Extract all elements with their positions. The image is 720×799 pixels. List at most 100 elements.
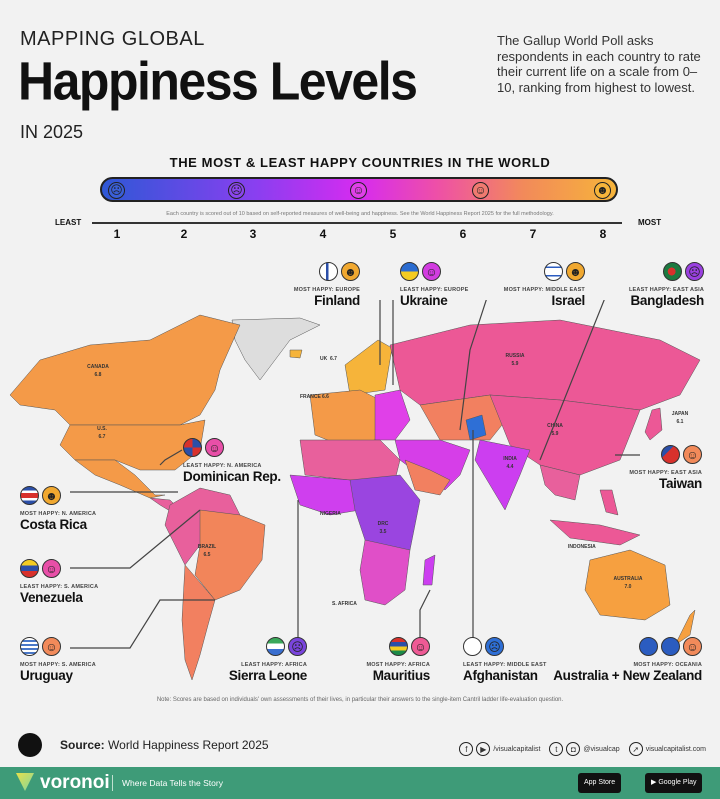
map-label-india: INDIA [503, 456, 517, 462]
tick: 2 [180, 227, 188, 241]
new-zealand [674, 609, 696, 646]
map-label-south-africa: S. AFRICA [332, 601, 357, 607]
costa-rica-flag-icon [20, 486, 39, 505]
very-sad-face-icon: ☹ [108, 182, 125, 199]
map-score-india: 4.4 [507, 464, 514, 470]
axis-arrow [92, 222, 622, 224]
mauritius-flag-icon [389, 637, 408, 656]
source: Source: World Happiness Report 2025 [60, 738, 269, 752]
india [474, 439, 531, 511]
callout-sierra-leone: ☹ LEAST HAPPY: AFRICA Sierra Leone [229, 637, 307, 683]
content-face-icon: ☺ [472, 182, 489, 199]
happy-face-icon: ☻ [566, 262, 585, 281]
callout-country: Venezuela [20, 590, 83, 605]
callout-category: MOST HAPPY: EUROPE [293, 287, 360, 293]
axis-least: LEAST [55, 218, 82, 227]
twitter-icon[interactable]: t [549, 742, 564, 756]
axis-most: MOST [638, 218, 662, 227]
madagascar [422, 554, 436, 586]
callout-afghanistan: ☹ LEAST HAPPY: MIDDLE EAST Afghanistan [463, 637, 547, 683]
instagram-icon[interactable]: ◘ [566, 742, 581, 756]
callout-australia-new-zealand: ☺ MOST HAPPY: OCEANIA Australia + New Zea… [553, 637, 702, 683]
tick: 7 [529, 227, 537, 241]
page-title: Happiness Levels [18, 50, 418, 112]
bangladesh-flag-icon [663, 262, 682, 281]
callout-country: Afghanistan [463, 668, 538, 683]
callout-venezuela: ☺ LEAST HAPPY: S. AMERICA Venezuela [20, 559, 98, 605]
map-label-australia: AUSTRALIA [614, 576, 643, 582]
brazil [194, 509, 266, 601]
se-asia [539, 464, 581, 501]
dominican-flag-icon [183, 438, 202, 457]
sad-face-icon: ☹ [288, 637, 307, 656]
world-map: CANADA 6.8 U.S. 6.7 RUSSIA 5.9 CHINA 5.9… [9, 300, 701, 681]
callout-country: Finland [314, 293, 360, 308]
callout-country: Israel [551, 293, 586, 308]
southern-cone [181, 564, 216, 681]
greenland [231, 317, 321, 381]
map-score-brazil: 6.5 [204, 552, 211, 558]
map-label-canada: CANADA [87, 364, 109, 370]
cursor-icon[interactable]: ➚ [628, 742, 643, 756]
tick: 5 [389, 227, 397, 241]
neutral-face-icon: ☺ [411, 637, 430, 656]
map-label-china: CHINA [547, 423, 563, 429]
callout-mauritius: ☺ MOST HAPPY: AFRICA Mauritius [366, 637, 431, 683]
callout-category: MOST HAPPY: AFRICA [366, 662, 430, 668]
ukraine-flag-icon [400, 262, 419, 281]
russia [389, 319, 701, 411]
voronoi-logo-icon [16, 773, 34, 791]
callout-category: LEAST HAPPY: MIDDLE EAST [463, 662, 547, 668]
arabia [404, 459, 451, 496]
content-face-icon: ☺ [42, 637, 61, 656]
callout-country: Australia + New Zealand [553, 668, 702, 683]
year: IN 2025 [20, 122, 84, 142]
callout-bangladesh: ☹ LEAST HAPPY: EAST ASIA Bangladesh [629, 262, 704, 308]
social-handle[interactable]: /visualcapitalist [493, 745, 541, 753]
happy-face-icon: ☻ [341, 262, 360, 281]
facebook-icon[interactable]: f [459, 742, 474, 756]
indonesia [549, 519, 641, 546]
map-score-china: 5.9 [552, 431, 559, 437]
source-label: Source: [60, 738, 105, 752]
southern-africa [359, 539, 411, 606]
israel-flag-icon [544, 262, 563, 281]
kicker: MAPPING GLOBAL [20, 28, 205, 50]
callout-country: Dominican Rep. [183, 469, 281, 484]
uruguay-flag-icon [20, 637, 39, 656]
youtube-icon[interactable]: ▶ [476, 742, 491, 756]
neutral-face-icon: ☺ [350, 182, 367, 199]
iceland [289, 349, 303, 359]
map-score-australia: 7.0 [625, 584, 632, 590]
new-zealand-flag-icon [661, 637, 680, 656]
happy-face-icon: ☻ [594, 182, 611, 199]
app-store-button[interactable]: App Store [578, 773, 622, 793]
sad-face-icon: ☹ [228, 182, 245, 199]
social-handle[interactable]: @visualcap [583, 745, 620, 753]
map-label-nigeria: NIGERIA [320, 511, 341, 517]
divider [112, 775, 113, 791]
content-face-icon: ☺ [683, 445, 702, 464]
taiwan-flag-icon [661, 445, 680, 464]
callout-category: MOST HAPPY: MIDDLE EAST [503, 287, 585, 293]
map-label-brazil: BRAZIL [198, 544, 216, 550]
callout-country: Mauritius [372, 668, 431, 683]
source-text: World Happiness Report 2025 [108, 738, 269, 752]
afghanistan-flag-icon [463, 637, 482, 656]
tick: 8 [599, 227, 607, 241]
map-score-russia: 5.9 [512, 361, 519, 367]
venezuela-flag-icon [20, 559, 39, 578]
australia-flag-icon [639, 637, 658, 656]
map-label-us: U.S. [97, 426, 107, 432]
google-play-label: Google Play [658, 779, 697, 786]
website-link[interactable]: visualcapitalist.com [645, 745, 706, 753]
happiness-gradient-bar: ☹ ☹ ☺ ☺ ☻ [100, 177, 618, 202]
callout-israel: ☻ MOST HAPPY: MIDDLE EAST Israel [504, 262, 585, 308]
callout-costa-rica: ☻ MOST HAPPY: N. AMERICA Costa Rica [20, 486, 96, 532]
google-play-button[interactable]: ▶ Google Play [645, 773, 703, 793]
callout-dominican-rep: ☺ LEAST HAPPY: N. AMERICA Dominican Rep. [183, 438, 281, 484]
map-label-uk: UK [320, 356, 328, 362]
callout-country: Sierra Leone [228, 668, 307, 683]
neutral-face-icon: ☺ [422, 262, 441, 281]
neutral-face-icon: ☺ [42, 559, 61, 578]
